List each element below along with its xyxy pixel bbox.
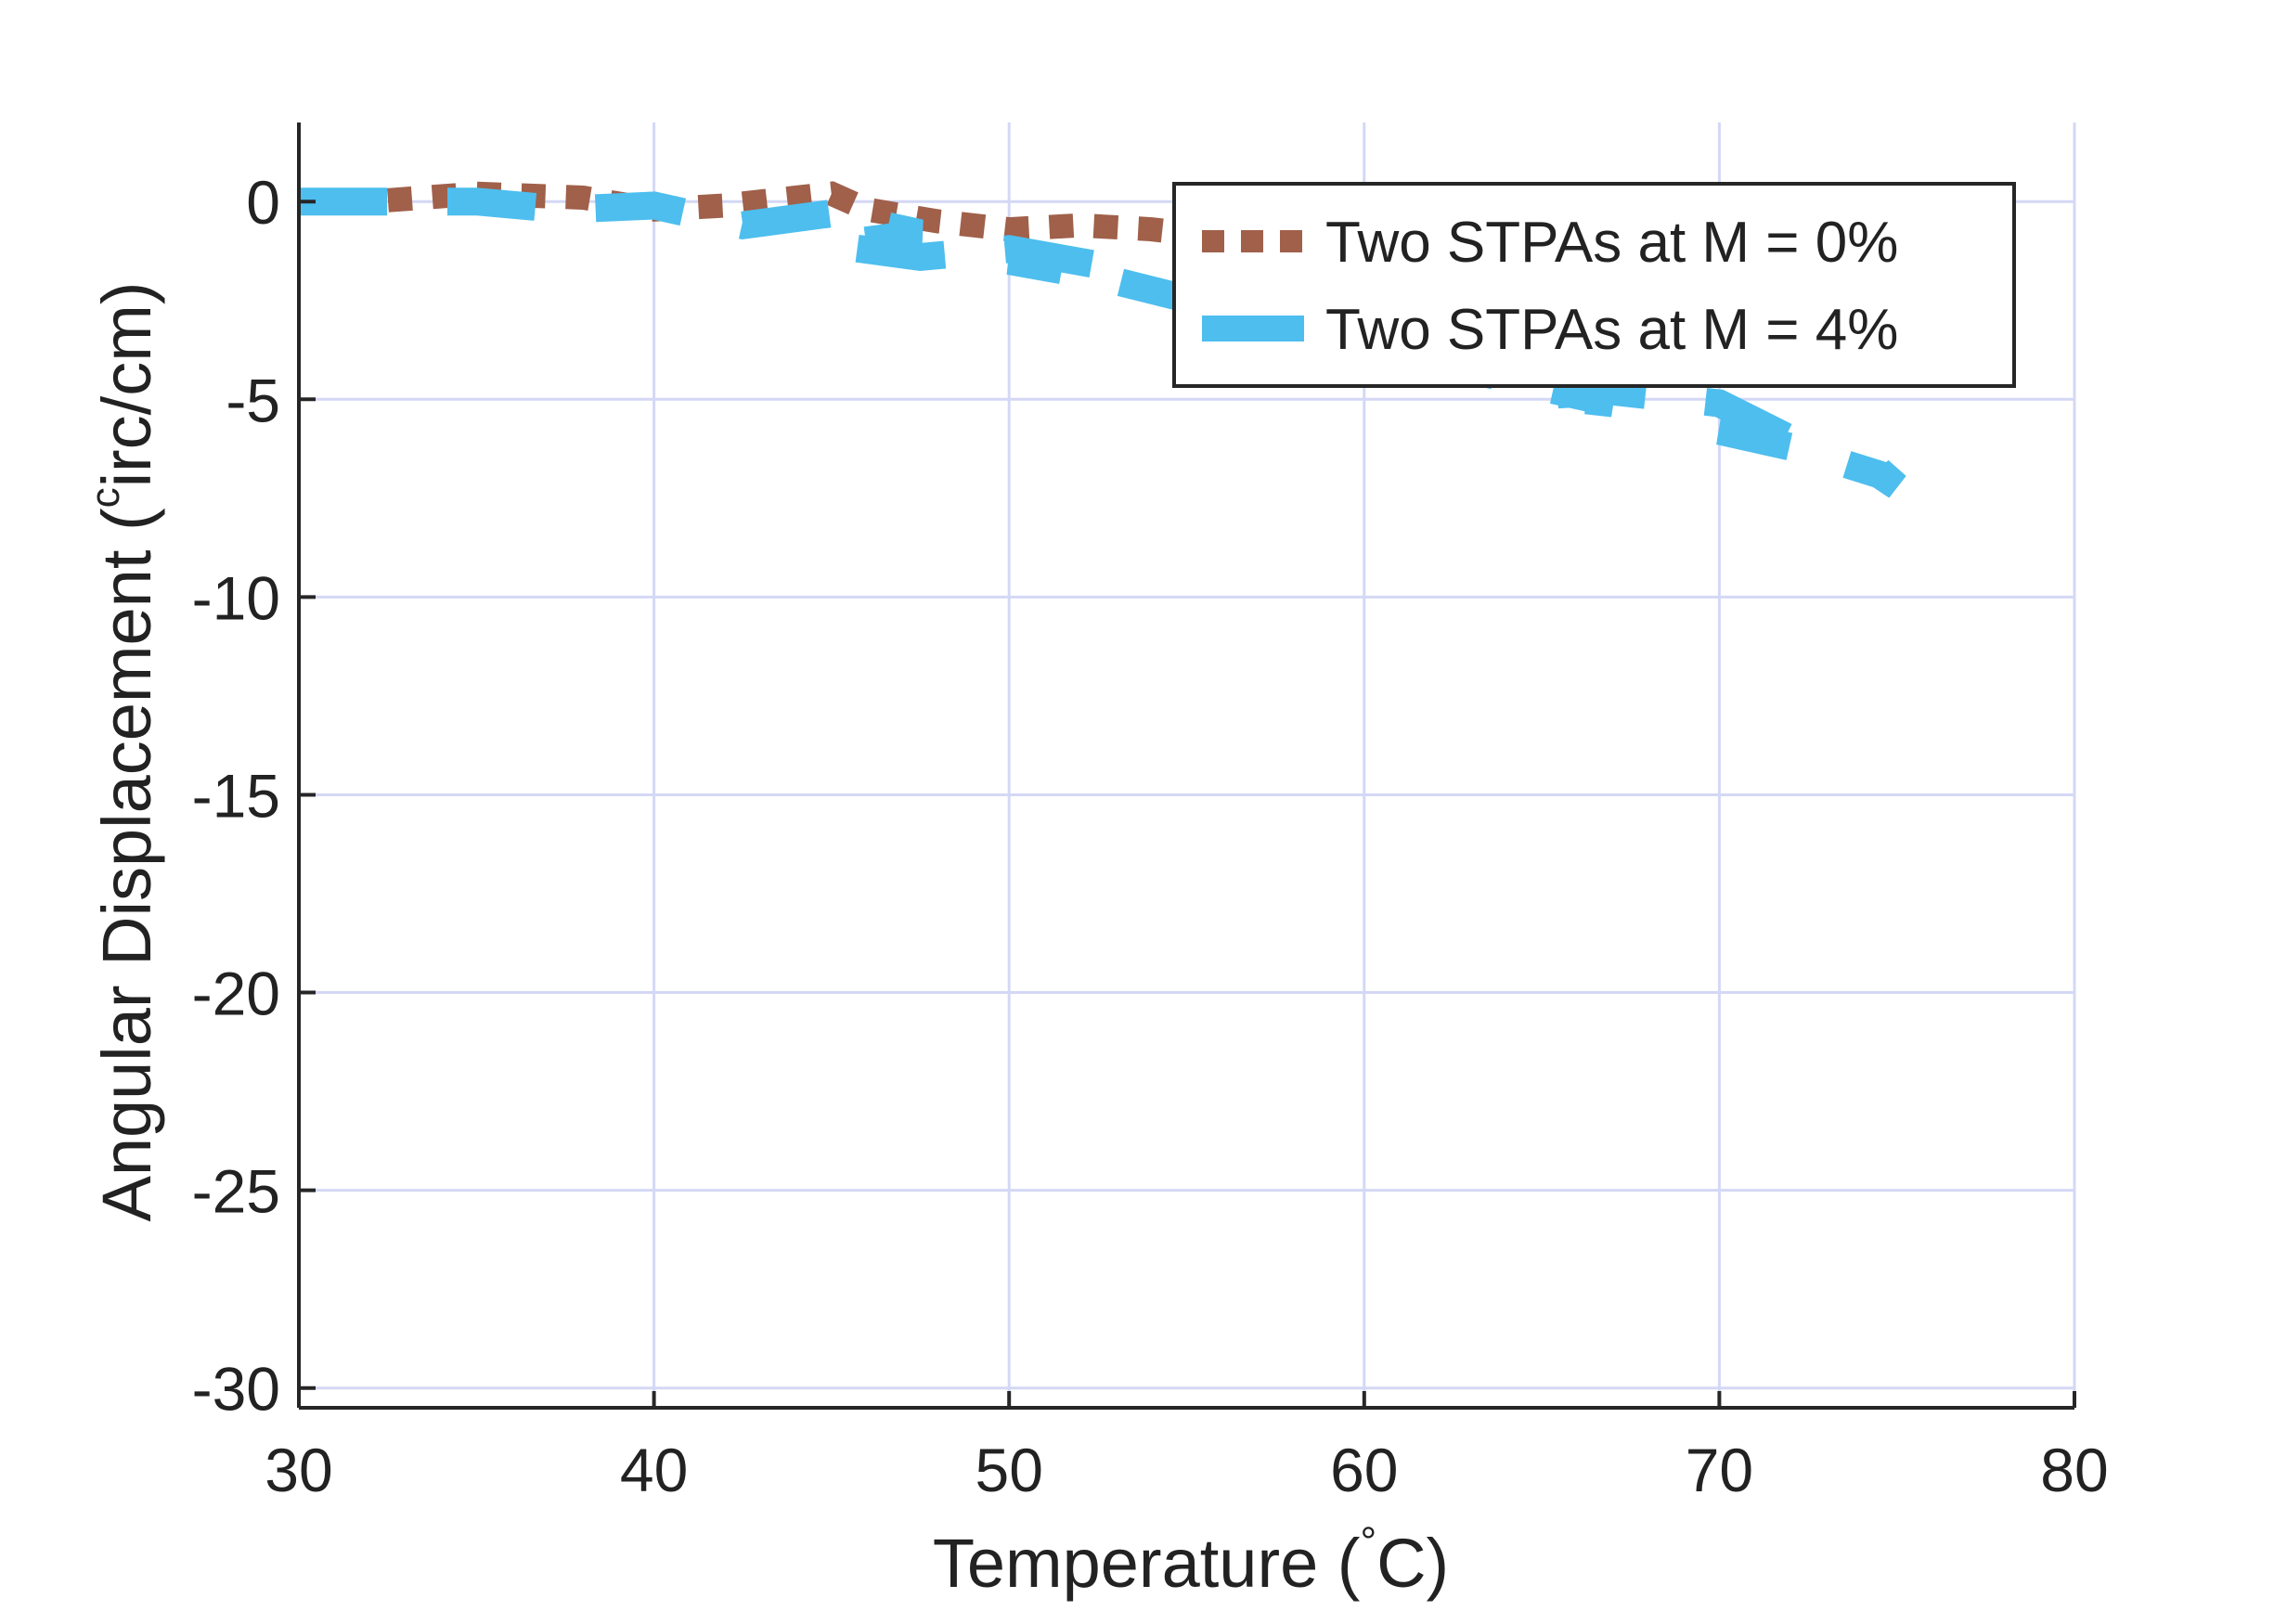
y-tick-label: -30: [192, 1355, 280, 1424]
x-tick-label: 70: [1686, 1436, 1753, 1504]
series-line-2: [299, 187, 1908, 503]
y-tick-label: 0: [246, 168, 280, 237]
legend-label-2: Two STPAs at M = 4%: [1325, 298, 1898, 362]
legend-box: [1172, 182, 2016, 388]
x-tick-label: 40: [620, 1436, 688, 1504]
x-tick-label: 80: [2040, 1436, 2108, 1504]
y-tick-label: -10: [192, 563, 280, 632]
x-tick-label: 30: [265, 1436, 332, 1504]
x-tick-label: 50: [975, 1436, 1042, 1504]
x-axis-label: Temperature (°C): [933, 1519, 1449, 1602]
series-layer: [299, 181, 1908, 503]
y-tick-label: -15: [192, 761, 280, 830]
y-axis-label: Angular Displacement (circ/cm): [83, 281, 165, 1221]
x-tick-label: 60: [1330, 1436, 1398, 1504]
tick-labels: 30 40 50 60 70 80 0 -5 -10 -15 -20 -25 -30: [192, 168, 2109, 1504]
y-tick-label: -5: [226, 366, 280, 434]
legend: Two STPAs at M = 0% Two STPAs at M = 4%: [1172, 182, 2016, 388]
series-line-1: [299, 181, 1295, 250]
legend-label-1: Two STPAs at M = 0%: [1325, 211, 1898, 275]
y-tick-label: -20: [192, 960, 280, 1028]
axes: [297, 122, 2074, 1410]
y-tick-label: -25: [192, 1157, 280, 1226]
